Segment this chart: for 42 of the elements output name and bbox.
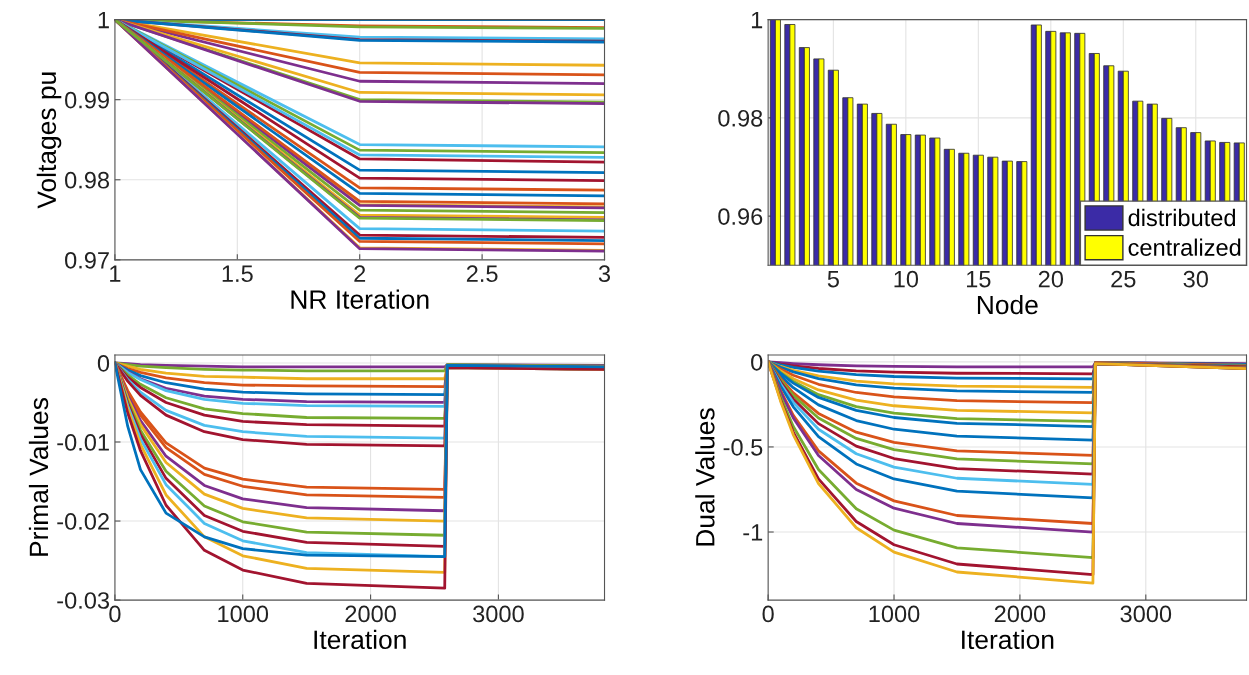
x-tick-label: 3	[598, 265, 611, 283]
y-tick-label: 0.97	[65, 251, 109, 269]
x-axis-title: Iteration	[962, 629, 1054, 650]
y-tick-label: 0	[97, 355, 110, 372]
y-tick-label: -0.01	[57, 434, 109, 451]
y-axis-title: Dual Values	[695, 408, 715, 546]
x-tick-label: 1	[110, 265, 121, 282]
y-tick-label: -0.03	[57, 592, 110, 609]
x-tick-label: 3000	[1120, 605, 1172, 623]
x-axis-title: NR Iteration	[291, 289, 429, 309]
x-tick-label: 1.5	[222, 265, 253, 283]
x-axis-title: Iteration	[314, 629, 406, 650]
x-tick-label: 20	[1038, 270, 1064, 288]
x-tick-label: 10	[894, 270, 919, 288]
x-tick-label: 2000	[994, 605, 1046, 623]
x-tick-label: 0	[762, 605, 774, 623]
y-tick-label: 0	[751, 353, 763, 371]
y-tick-label: -1	[743, 524, 763, 541]
x-tick-label: 3000	[473, 605, 524, 623]
x-tick-label: 25	[1111, 270, 1136, 288]
x-tick-label: 0	[109, 605, 121, 623]
x-axis-title: Node	[977, 294, 1038, 315]
y-tick-label: 0.98	[65, 171, 110, 189]
x-tick-label: 15	[967, 271, 991, 288]
x-tick-label: 2000	[345, 605, 396, 623]
y-tick-label: 1	[751, 11, 763, 29]
x-tick-label: 5	[827, 271, 839, 288]
x-tick-label: 2	[354, 265, 366, 282]
y-tick-label: 0.96	[718, 208, 763, 225]
y-axis-title: Voltages pu	[36, 72, 62, 209]
y-tick-label: 0.99	[65, 91, 109, 109]
x-tick-label: 2.5	[466, 265, 498, 283]
y-tick-label: 0.98	[718, 109, 763, 127]
legend-label: distributed	[1128, 208, 1236, 227]
x-tick-label: 1000	[218, 605, 269, 623]
y-tick-label: -0.02	[57, 513, 109, 530]
y-tick-label: 1	[98, 11, 109, 29]
y-axis-title: Primal Values	[28, 398, 49, 556]
x-tick-label: 30	[1183, 270, 1208, 288]
x-tick-label: 1000	[869, 605, 920, 623]
y-tick-label: -0.5	[723, 439, 763, 456]
legend-label: centralized	[1128, 238, 1241, 256]
